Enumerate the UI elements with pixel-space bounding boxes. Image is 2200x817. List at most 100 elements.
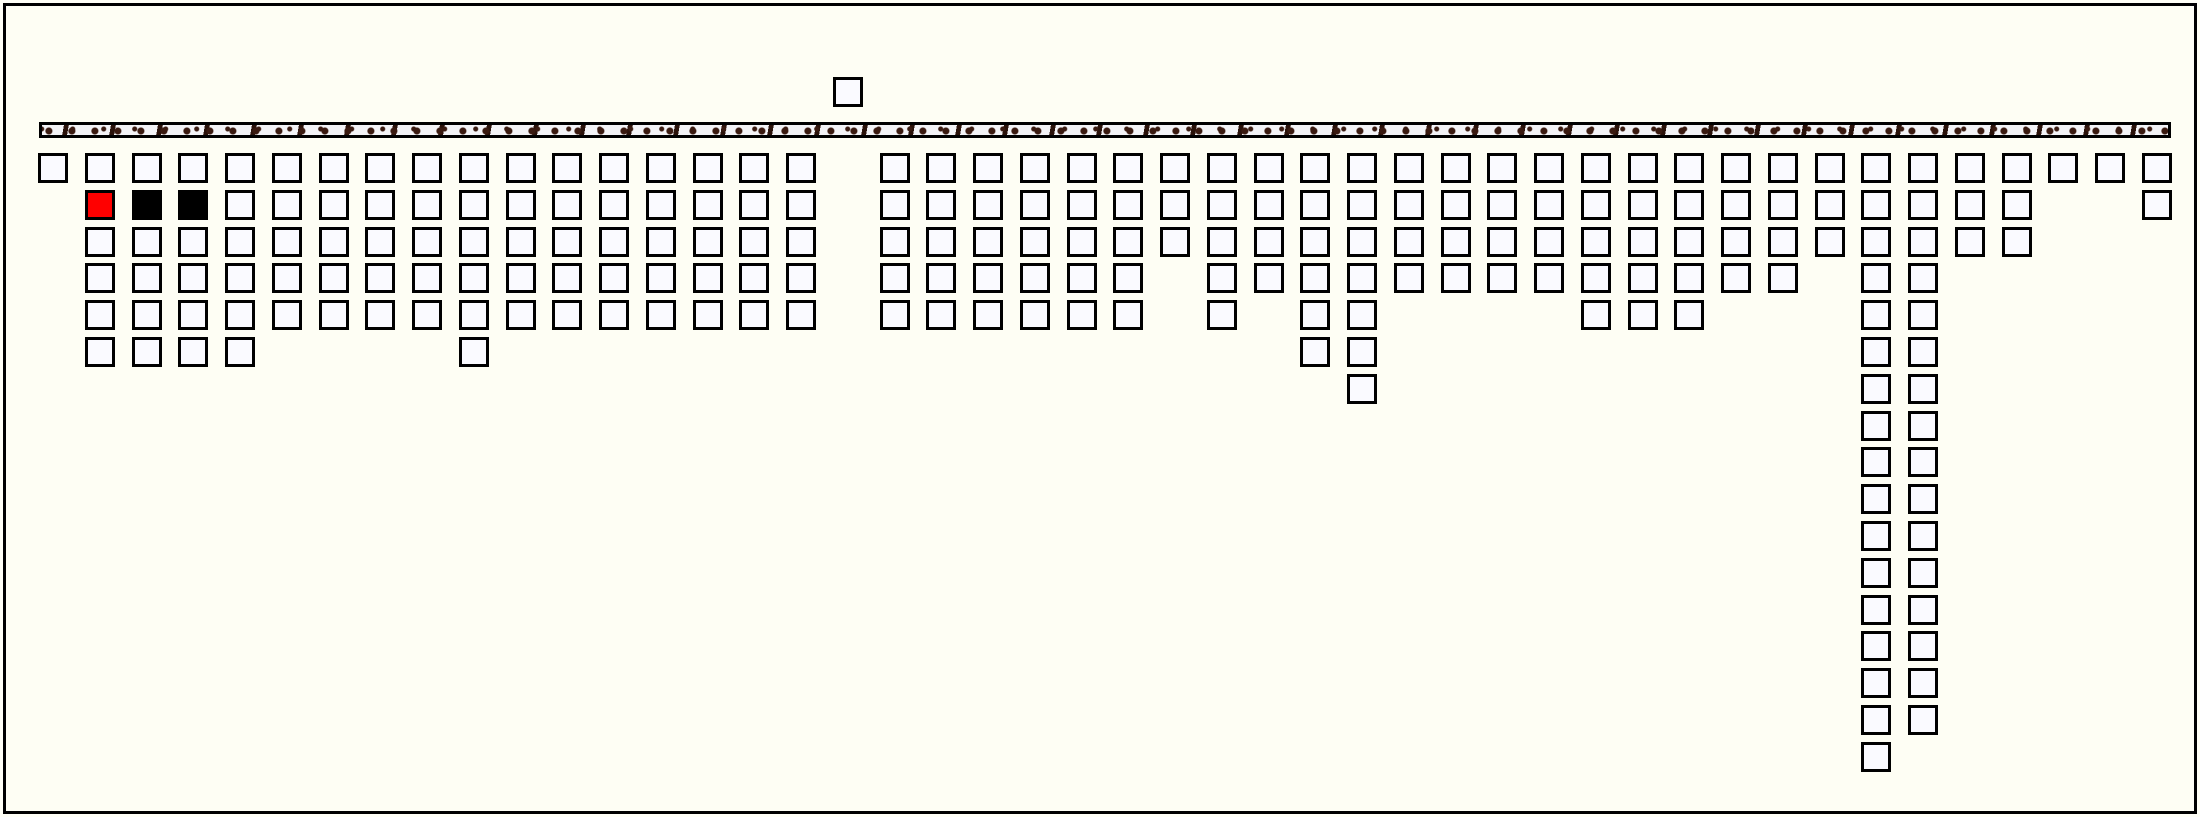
grid-cell[interactable] <box>459 300 489 330</box>
grid-cell[interactable] <box>2095 153 2125 183</box>
grid-cell[interactable] <box>2002 227 2032 257</box>
grid-cell[interactable] <box>365 300 395 330</box>
grid-cell[interactable] <box>926 153 956 183</box>
grid-cell[interactable] <box>1300 300 1330 330</box>
grid-cell[interactable] <box>85 227 115 257</box>
grid-cell[interactable] <box>880 153 910 183</box>
grid-cell[interactable] <box>1067 190 1097 220</box>
grid-cell[interactable] <box>459 263 489 293</box>
grid-cell[interactable] <box>693 227 723 257</box>
grid-cell[interactable] <box>1861 595 1891 625</box>
grid-cell[interactable] <box>132 300 162 330</box>
grid-cell[interactable] <box>1067 153 1097 183</box>
grid-cell[interactable] <box>1581 263 1611 293</box>
grid-cell[interactable] <box>739 227 769 257</box>
grid-cell[interactable] <box>1815 190 1845 220</box>
grid-cell[interactable] <box>973 227 1003 257</box>
grid-cell[interactable] <box>1908 668 1938 698</box>
grid-cell[interactable] <box>646 153 676 183</box>
grid-cell[interactable] <box>1908 484 1938 514</box>
grid-cell[interactable] <box>1628 227 1658 257</box>
grid-cell[interactable] <box>225 337 255 367</box>
grid-cell[interactable] <box>880 300 910 330</box>
grid-cell[interactable] <box>459 337 489 367</box>
grid-cell[interactable] <box>1628 300 1658 330</box>
grid-cell[interactable] <box>1908 631 1938 661</box>
grid-cell[interactable] <box>786 190 816 220</box>
grid-cell[interactable] <box>1674 263 1704 293</box>
grid-cell[interactable] <box>1441 263 1471 293</box>
grid-cell[interactable] <box>1581 190 1611 220</box>
grid-cell[interactable] <box>552 227 582 257</box>
grid-cell[interactable] <box>646 300 676 330</box>
filled-cell[interactable] <box>178 190 208 220</box>
grid-cell[interactable] <box>365 153 395 183</box>
grid-cell[interactable] <box>2002 153 2032 183</box>
grid-cell[interactable] <box>599 227 629 257</box>
grid-cell[interactable] <box>1300 153 1330 183</box>
grid-cell[interactable] <box>225 190 255 220</box>
grid-cell[interactable] <box>1768 153 1798 183</box>
grid-cell[interactable] <box>412 263 442 293</box>
grid-cell[interactable] <box>1534 190 1564 220</box>
grid-cell[interactable] <box>1908 411 1938 441</box>
grid-cell[interactable] <box>1207 263 1237 293</box>
grid-cell[interactable] <box>178 153 208 183</box>
grid-cell[interactable] <box>880 263 910 293</box>
grid-cell[interactable] <box>178 337 208 367</box>
grid-cell[interactable] <box>178 227 208 257</box>
grid-cell[interactable] <box>365 227 395 257</box>
grid-cell[interactable] <box>2002 190 2032 220</box>
grid-cell[interactable] <box>1861 300 1891 330</box>
grid-cell[interactable] <box>1207 153 1237 183</box>
grid-cell[interactable] <box>880 190 910 220</box>
grid-cell[interactable] <box>1908 705 1938 735</box>
grid-cell[interactable] <box>1487 263 1517 293</box>
grid-cell[interactable] <box>1861 631 1891 661</box>
grid-cell[interactable] <box>178 300 208 330</box>
grid-cell[interactable] <box>412 300 442 330</box>
grid-cell[interactable] <box>1487 190 1517 220</box>
grid-cell[interactable] <box>1020 227 1050 257</box>
grid-cell[interactable] <box>1628 153 1658 183</box>
grid-cell[interactable] <box>1581 227 1611 257</box>
grid-cell[interactable] <box>552 190 582 220</box>
grid-cell[interactable] <box>1861 668 1891 698</box>
grid-cell[interactable] <box>319 227 349 257</box>
grid-cell[interactable] <box>225 300 255 330</box>
grid-cell[interactable] <box>85 263 115 293</box>
grid-cell[interactable] <box>178 263 208 293</box>
grid-cell[interactable] <box>1534 227 1564 257</box>
grid-cell[interactable] <box>1581 300 1611 330</box>
grid-cell[interactable] <box>646 227 676 257</box>
grid-cell[interactable] <box>1955 153 1985 183</box>
grid-cell[interactable] <box>1815 153 1845 183</box>
grid-cell[interactable] <box>1347 300 1377 330</box>
grid-cell[interactable] <box>1628 190 1658 220</box>
grid-cell[interactable] <box>1207 227 1237 257</box>
grid-cell[interactable] <box>1394 190 1424 220</box>
grid-cell[interactable] <box>552 300 582 330</box>
grid-cell[interactable] <box>1487 153 1517 183</box>
grid-cell[interactable] <box>599 190 629 220</box>
grid-cell[interactable] <box>646 263 676 293</box>
grid-cell[interactable] <box>1861 447 1891 477</box>
grid-cell[interactable] <box>1113 153 1143 183</box>
grid-cell[interactable] <box>225 153 255 183</box>
grid-cell[interactable] <box>1721 190 1751 220</box>
grid-cell[interactable] <box>739 263 769 293</box>
grid-cell[interactable] <box>1861 705 1891 735</box>
grid-cell[interactable] <box>1768 227 1798 257</box>
grid-cell[interactable] <box>2142 190 2172 220</box>
grid-cell[interactable] <box>1908 190 1938 220</box>
grid-cell[interactable] <box>319 190 349 220</box>
grid-cell[interactable] <box>1113 300 1143 330</box>
grid-cell[interactable] <box>1020 190 1050 220</box>
grid-cell[interactable] <box>1628 263 1658 293</box>
grid-cell[interactable] <box>506 153 536 183</box>
grid-cell[interactable] <box>1861 227 1891 257</box>
grid-cell[interactable] <box>1908 447 1938 477</box>
grid-cell[interactable] <box>1160 153 1190 183</box>
selected-cell[interactable] <box>85 190 115 220</box>
grid-cell[interactable] <box>319 153 349 183</box>
